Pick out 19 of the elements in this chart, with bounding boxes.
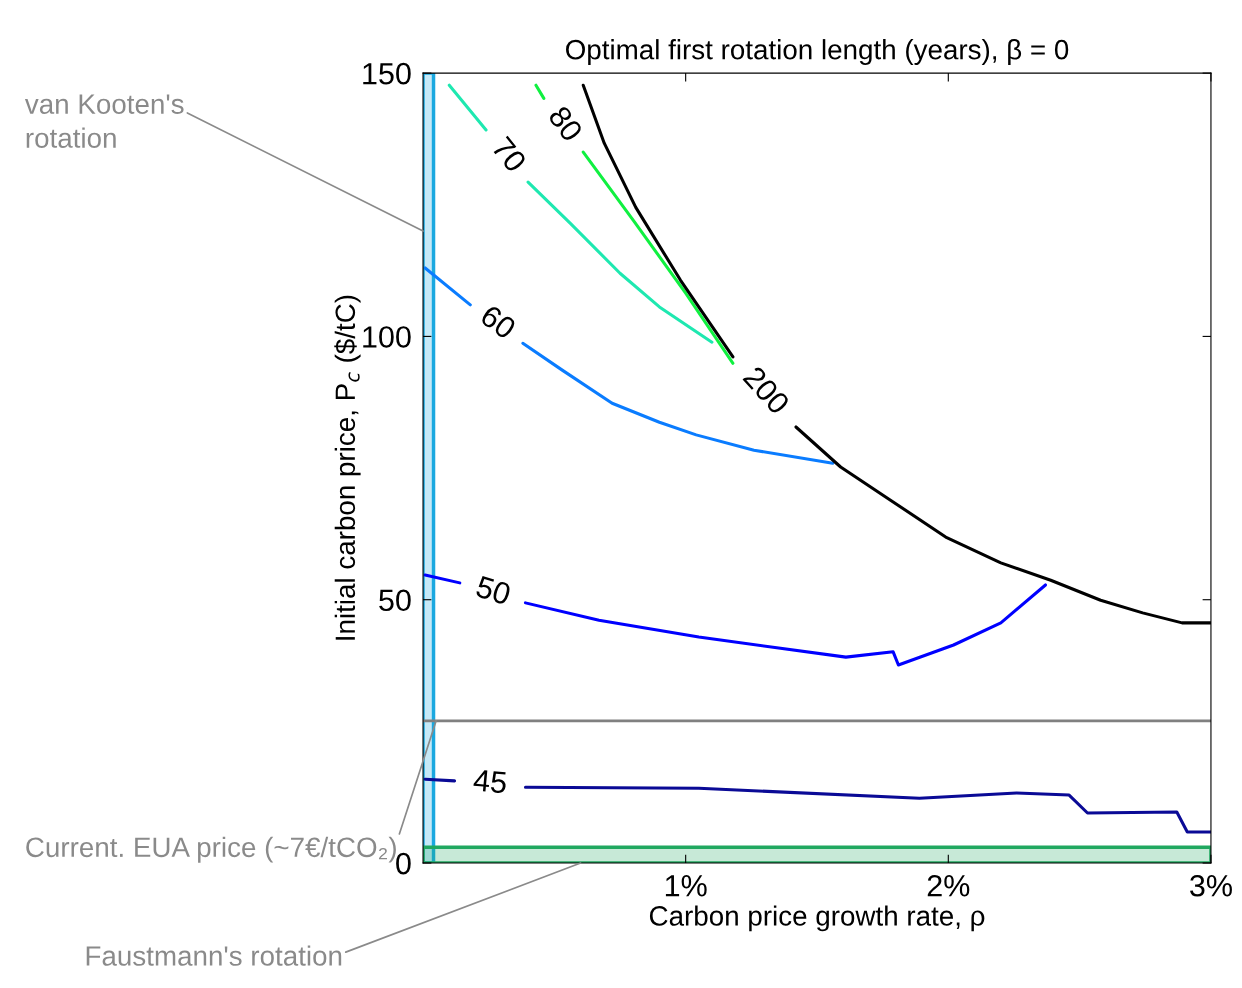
x-tick-label: 2%	[927, 874, 970, 897]
text: 200	[742, 365, 791, 416]
y-tick-label: 150	[363, 62, 411, 85]
text: 45	[473, 769, 507, 794]
ref-line-label: Current. EUA price (~7€/tCO₂)	[26, 836, 396, 863]
y-tick-label: 100	[363, 326, 411, 348]
x-tick-label: 3%	[1190, 874, 1232, 897]
text: 60	[479, 304, 518, 340]
band-label: Faustmann's rotation	[86, 945, 342, 966]
band-label: van Kooten's rotation	[24, 94, 184, 148]
y-tick-label: 0	[396, 852, 411, 875]
x-tick-label: 1%	[665, 875, 707, 897]
y-axis-title: Initial carbon price, P$_{c}$ ($/tC)	[334, 295, 361, 640]
text: 70	[491, 135, 528, 174]
text: 50	[475, 575, 512, 606]
y-tick-label: 50	[379, 589, 411, 612]
chart-title: Optimal first rotation length (years), β = 0	[566, 39, 1069, 65]
x-axis-title: Carbon price growth rate, ρ	[649, 905, 985, 932]
text: 80	[547, 104, 584, 143]
